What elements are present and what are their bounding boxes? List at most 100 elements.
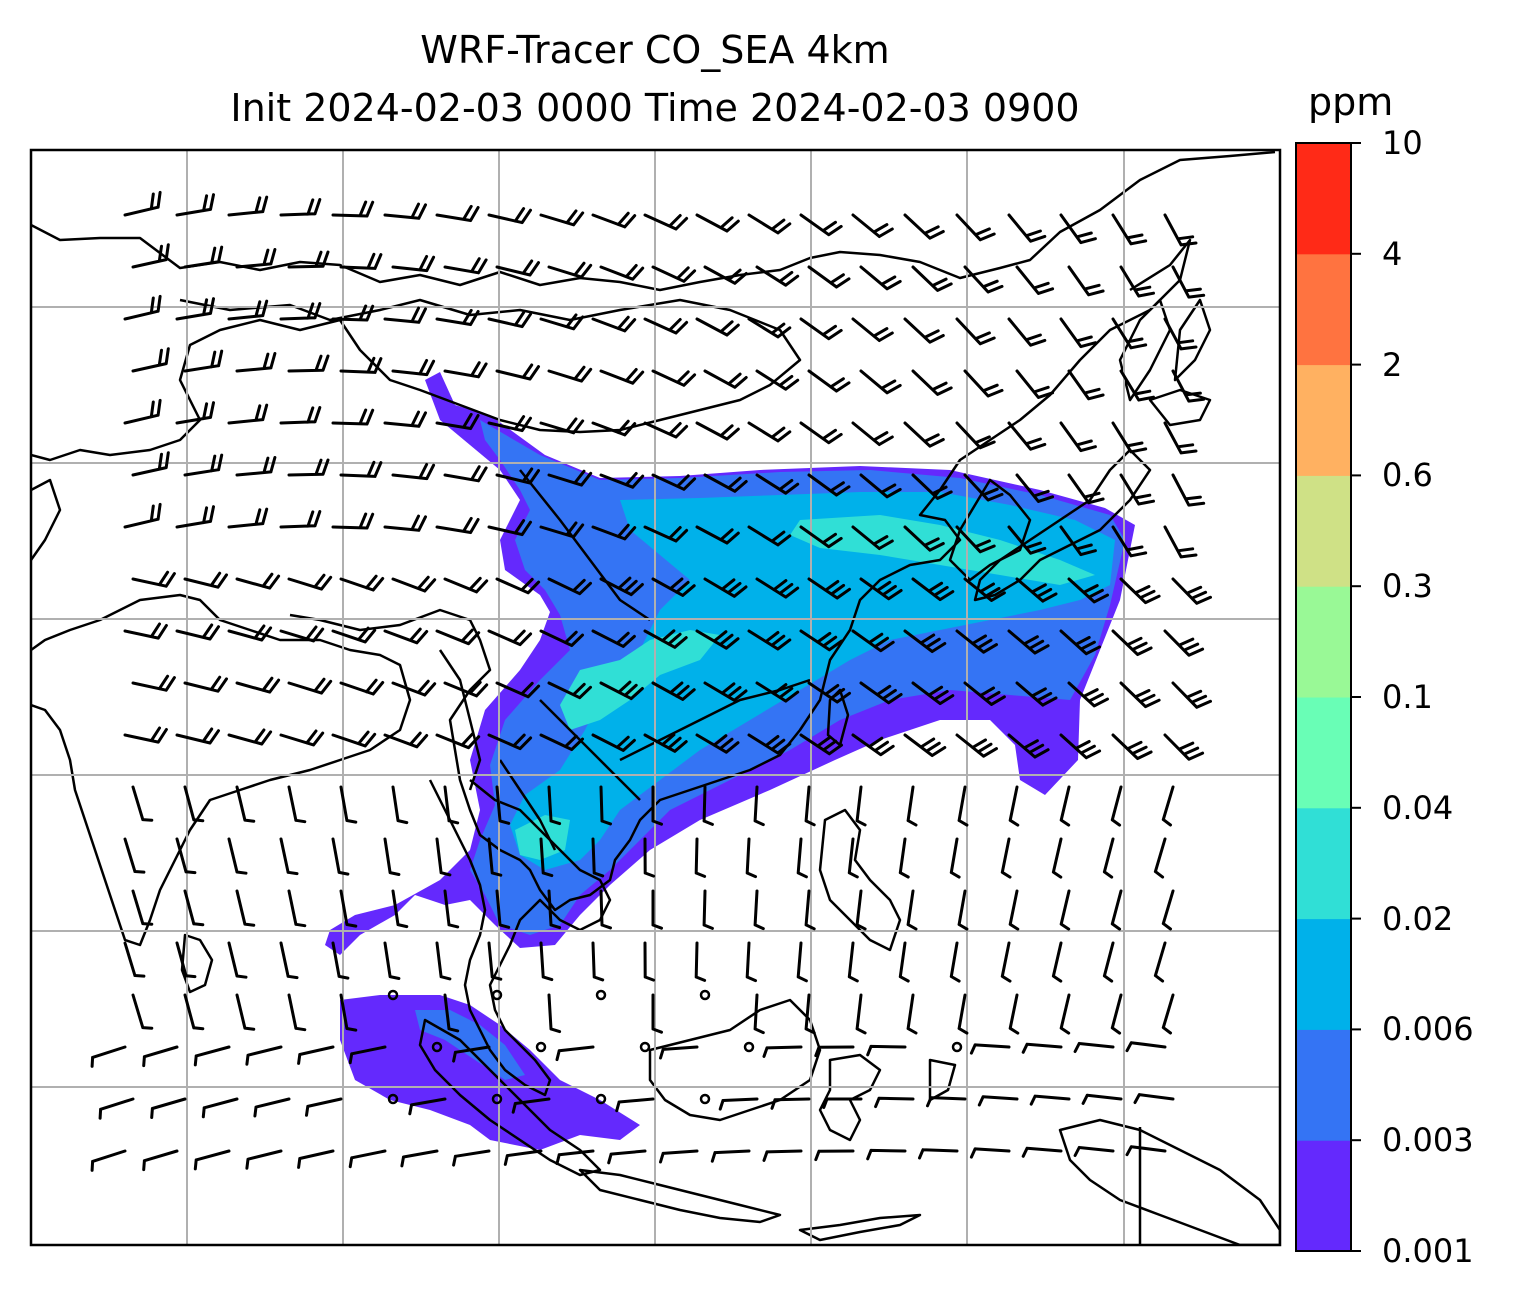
wind-barb	[963, 265, 1004, 294]
wind-barb	[98, 1097, 135, 1120]
wind-barb	[123, 837, 146, 874]
wind-barb	[339, 678, 385, 696]
coast-indochina	[428, 779, 612, 1097]
wind-barb	[279, 729, 325, 747]
wind-barb	[279, 302, 322, 321]
border-china-vietnam	[539, 699, 641, 801]
wind-barb	[1067, 577, 1109, 604]
wind-barb	[702, 889, 714, 930]
wind-barb	[851, 525, 894, 550]
wind-barb	[383, 837, 401, 876]
border-inner	[519, 469, 651, 622]
wind-barb	[175, 297, 215, 321]
wind-barb	[1171, 681, 1212, 709]
coast-philippines	[818, 808, 902, 952]
wind-barb	[305, 1097, 343, 1117]
wind-barb	[339, 460, 383, 478]
calm-marker	[387, 1093, 399, 1105]
wind-barb	[487, 207, 532, 225]
wind-barb	[851, 733, 895, 757]
wind-barb	[703, 577, 748, 598]
wind-barb	[643, 525, 689, 543]
wind-barb	[287, 250, 330, 269]
wind-barb	[1119, 577, 1161, 605]
wind-barb	[1119, 681, 1161, 709]
coast-north-asia	[31, 150, 1276, 292]
wind-barb	[279, 406, 322, 425]
wind-barb	[1102, 837, 1115, 879]
border-myanmar	[438, 649, 482, 791]
coast-india-west	[31, 478, 62, 561]
wind-barb	[799, 629, 843, 652]
wind-barb	[495, 259, 540, 277]
wind-barb	[391, 359, 436, 377]
wind-barb	[859, 681, 903, 705]
wind-barb	[1163, 629, 1205, 657]
wind-barb	[435, 628, 481, 646]
wind-barb	[1059, 733, 1102, 760]
wind-barb	[235, 785, 256, 823]
wind-barb	[1171, 473, 1206, 507]
wind-barb	[279, 625, 325, 643]
wind-barb	[123, 294, 162, 321]
wind-barb	[911, 473, 953, 500]
wind-barb	[847, 941, 859, 983]
wind-barb	[599, 264, 645, 281]
wind-barb	[245, 1045, 283, 1066]
calm-marker	[639, 1041, 651, 1053]
wind-barb	[487, 629, 533, 647]
wind-barb	[898, 941, 910, 983]
wind-barb	[694, 837, 707, 878]
wind-barb	[331, 837, 350, 876]
wind-barb	[1161, 889, 1175, 931]
wind-barb	[703, 473, 748, 493]
wind-barb	[391, 575, 437, 593]
wind-barb	[963, 681, 1006, 706]
wind-barb	[753, 993, 765, 1035]
wind-barb	[175, 837, 197, 875]
wind-barb	[1007, 629, 1050, 655]
wind-barb	[977, 1095, 1019, 1107]
coast-borneo	[648, 998, 822, 1122]
wind-barb	[227, 837, 248, 875]
wind-barb	[547, 785, 562, 826]
wind-barb	[651, 473, 697, 491]
wind-barb	[487, 311, 532, 329]
wind-barb	[131, 889, 154, 926]
wind-barb	[911, 265, 953, 292]
wind-barb	[435, 412, 480, 430]
wind-barb	[643, 733, 688, 753]
wind-barb	[452, 1149, 491, 1167]
wind-barb	[770, 1097, 811, 1110]
wind-barb	[131, 243, 170, 269]
wind-barb	[651, 265, 697, 283]
wind-barb	[287, 458, 330, 477]
wind-barb	[279, 510, 322, 529]
wind-barb	[695, 733, 740, 754]
wind-barb	[193, 1149, 231, 1171]
calm-wind-markers	[387, 989, 963, 1105]
wind-barb	[443, 361, 488, 379]
wind-barb	[918, 1148, 959, 1160]
wind-barb	[443, 465, 488, 483]
wind-barb	[1015, 577, 1058, 603]
wind-barb	[591, 315, 637, 333]
wind-barb	[1111, 317, 1148, 350]
colorbar-segment	[1296, 1140, 1351, 1252]
wind-barb	[969, 1147, 1011, 1159]
wind-barb	[183, 349, 224, 373]
wind-barb	[383, 514, 427, 532]
wind-barb	[383, 306, 427, 324]
wind-barb	[495, 363, 540, 381]
colorbar-segment	[1296, 807, 1351, 920]
wind-barb	[755, 265, 800, 287]
wind-barb	[1007, 525, 1047, 555]
wind-barb	[591, 941, 605, 982]
wind-barb	[814, 1149, 855, 1162]
wind-barb	[391, 889, 409, 929]
wind-barb	[1007, 421, 1047, 451]
wind-barb	[245, 1149, 283, 1170]
wind-barb	[651, 681, 696, 701]
wind-barb	[1153, 941, 1167, 983]
wind-barb	[643, 213, 689, 231]
